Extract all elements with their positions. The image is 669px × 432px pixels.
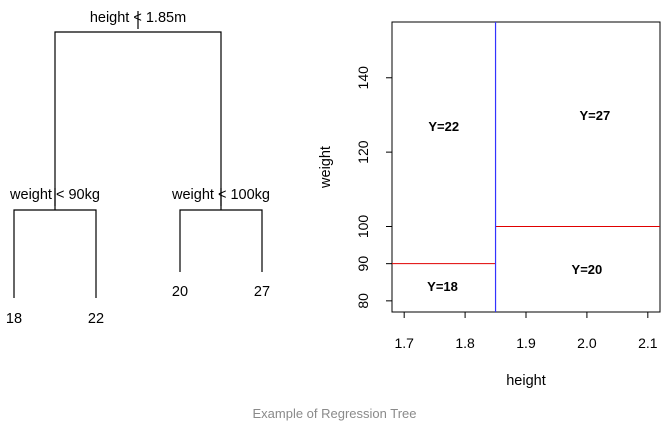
y-tick-label: 90 bbox=[355, 256, 371, 272]
x-tick-label: 1.9 bbox=[516, 335, 536, 351]
root-branches bbox=[54, 31, 222, 210]
region-label: Y=20 bbox=[572, 262, 603, 277]
partition-plot: 1.7 1.8 1.9 2.0 2.1 height 80 90 100 120 140 weight… bbox=[318, 21, 661, 389]
x-tick-label: 1.8 bbox=[455, 335, 475, 351]
leaf-27: 27 bbox=[254, 284, 270, 300]
leaf-18: 18 bbox=[6, 311, 22, 327]
right-branches bbox=[179, 209, 263, 272]
leaf-20: 20 bbox=[172, 284, 188, 300]
plot-frame bbox=[391, 21, 661, 313]
region-label: Y=18 bbox=[427, 279, 458, 294]
x-axis-label: height bbox=[506, 373, 546, 389]
y-tick-label: 100 bbox=[355, 215, 371, 239]
leaf-22: 22 bbox=[88, 311, 104, 327]
x-tick-label: 2.1 bbox=[638, 335, 658, 351]
y-axis-label: weight bbox=[318, 146, 334, 189]
y-tick-label: 140 bbox=[355, 66, 371, 90]
figure-caption: Example of Regression Tree bbox=[252, 406, 417, 421]
region-label: Y=27 bbox=[579, 108, 610, 123]
x-tick-label: 1.7 bbox=[394, 335, 414, 351]
left-branches bbox=[13, 209, 97, 298]
region-label: Y=22 bbox=[428, 119, 459, 134]
y-tick-label: 120 bbox=[355, 140, 371, 164]
x-tick-label: 2.0 bbox=[577, 335, 597, 351]
y-tick-label: 80 bbox=[355, 293, 371, 309]
